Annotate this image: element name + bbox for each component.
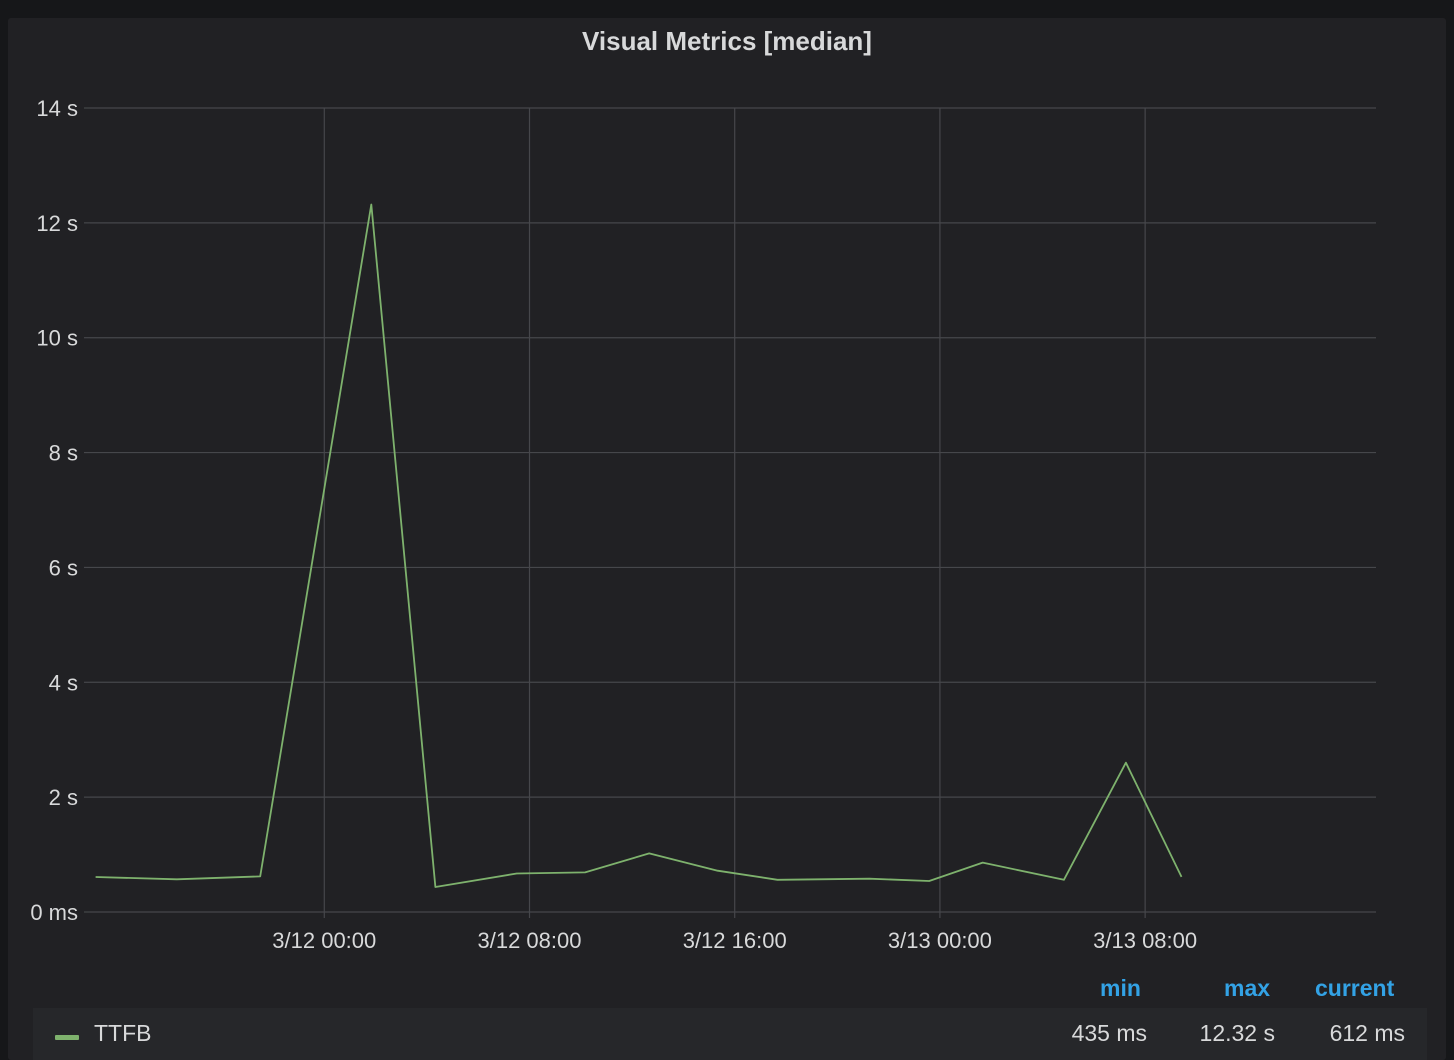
y-tick-label: 14 s (36, 96, 78, 121)
data-point[interactable] (1178, 874, 1184, 880)
data-point[interactable] (1123, 760, 1129, 766)
x-tick-label: 3/12 00:00 (272, 928, 376, 953)
data-point[interactable] (432, 884, 438, 890)
legend-min-value: 435 ms (1071, 1020, 1147, 1046)
data-point[interactable] (368, 201, 374, 207)
y-axis-ticks: 0 ms 2 s 4 s 6 s 8 s 10 s 12 s 14 s (30, 96, 78, 925)
data-point[interactable] (514, 871, 520, 877)
y-tick-label: 10 s (36, 326, 78, 351)
x-axis-ticks: 3/12 00:00 3/12 08:00 3/12 16:00 3/13 00:00… (272, 928, 1197, 953)
data-point[interactable] (582, 869, 588, 875)
legend-header-min[interactable]: min (1100, 975, 1141, 1001)
x-tick-label: 3/13 08:00 (1093, 928, 1197, 953)
y-tick-label: 12 s (36, 211, 78, 236)
data-point[interactable] (257, 873, 263, 879)
series-line-ttfb[interactable] (95, 203, 1183, 888)
data-point[interactable] (866, 876, 872, 882)
graph-panel (8, 18, 1446, 1060)
legend-series-name[interactable]: TTFB (94, 1020, 152, 1046)
x-tick-label: 3/12 08:00 (478, 928, 582, 953)
data-point[interactable] (93, 874, 99, 880)
y-tick-label: 8 s (49, 441, 78, 466)
data-point[interactable] (926, 878, 932, 884)
y-tick-label: 6 s (49, 555, 78, 580)
legend-header-current[interactable]: current (1315, 975, 1395, 1001)
y-tick-label: 2 s (49, 785, 78, 810)
panel-title[interactable]: Visual Metrics [median] (582, 26, 872, 56)
y-tick-label: 4 s (49, 670, 78, 695)
legend-max-value: 12.32 s (1199, 1020, 1275, 1046)
x-tick-label: 3/12 16:00 (683, 928, 787, 953)
legend-current-value: 612 ms (1329, 1020, 1405, 1046)
y-tick-label: 0 ms (30, 900, 78, 925)
data-point[interactable] (980, 860, 986, 866)
legend-table (33, 1008, 1427, 1060)
data-point[interactable] (646, 850, 652, 856)
grid-lines (84, 107, 1376, 918)
x-tick-label: 3/13 00:00 (888, 928, 992, 953)
data-point[interactable] (174, 876, 180, 882)
series-color-swatch[interactable] (55, 1035, 79, 1040)
series-layer (93, 201, 1184, 890)
data-point[interactable] (774, 877, 780, 883)
data-point[interactable] (1061, 877, 1067, 883)
data-point[interactable] (715, 868, 721, 874)
legend-header-max[interactable]: max (1224, 975, 1271, 1001)
